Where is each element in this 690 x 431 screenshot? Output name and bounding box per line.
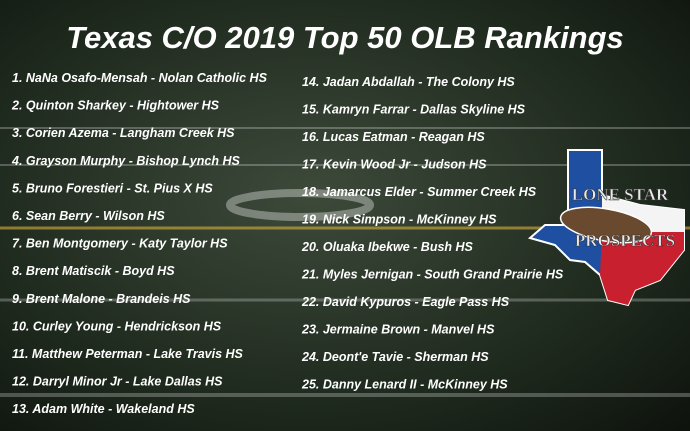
ranking-item: 24. Deont'e Tavie - Sherman HS — [301, 350, 489, 364]
ranking-item: 10. Curley Young - Hendrickson HS — [12, 319, 222, 333]
field-logo — [226, 189, 374, 221]
ranking-item: 19. Nick Simpson - McKinney HS — [302, 213, 497, 227]
logo: LONE STAR PROSPECTS — [527, 149, 685, 307]
ranking-item: 11. Matthew Peterman - Lake Travis HS — [12, 347, 244, 361]
ranking-item: 22. David Kypuros - Eagle Pass HS — [301, 295, 510, 309]
ranking-item: 13. Adam White - Wakeland HS — [12, 402, 195, 416]
ranking-item: 25. Danny Lenard II - McKinney HS — [301, 378, 508, 392]
ranking-item: 20. Oluaka Ibekwe - Bush HS — [301, 240, 474, 254]
ranking-item: 16. Lucas Eatman - Reagan HS — [302, 130, 485, 144]
ranking-item: 1. NaNa Osafo-Mensah - Nolan Catholic HS — [12, 71, 268, 85]
ranking-item: 9. Brent Malone - Brandeis HS — [12, 292, 191, 306]
ranking-item: 21. Myles Jernigan - South Grand Prairie… — [301, 268, 564, 282]
ranking-item: 12. Darryl Minor Jr - Lake Dallas HS — [12, 375, 223, 389]
ranking-item: 8. Brent Matiscik - Boyd HS — [12, 264, 175, 278]
ranking-item: 6. Sean Berry - Wilson HS — [12, 209, 165, 223]
ranking-item: 23. Jermaine Brown - Manvel HS — [301, 323, 495, 337]
ranking-item: 5. Bruno Forestieri - St. Pius X HS — [12, 181, 213, 195]
logo-top: LONE STAR — [572, 185, 669, 204]
ranking-item: 3. Corien Azema - Langham Creek HS — [12, 126, 235, 140]
logo-bottom: PROSPECTS — [575, 231, 675, 250]
title: Texas C/O 2019 Top 50 OLB Rankings — [66, 20, 624, 55]
ranking-item: 4. Grayson Murphy - Bishop Lynch HS — [11, 154, 240, 168]
ranking-item: 17. Kevin Wood Jr - Judson HS — [302, 158, 487, 172]
ranking-item: 15. Kamryn Farrar - Dallas Skyline HS — [302, 103, 526, 117]
ranking-item: 7. Ben Montgomery - Katy Taylor HS — [12, 237, 228, 251]
ranking-item: 14. Jadan Abdallah - The Colony HS — [302, 75, 515, 89]
ranking-item: 18. Jamarcus Elder - Summer Creek HS — [302, 185, 537, 199]
ranking-item: 2. Quinton Sharkey - Hightower HS — [11, 99, 220, 113]
